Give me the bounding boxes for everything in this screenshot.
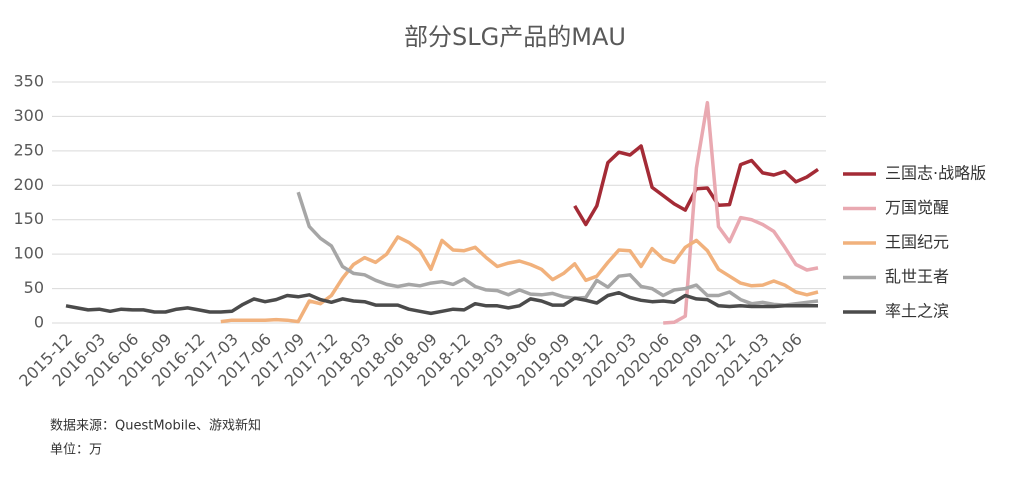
legend-label: 乱世王者 [885,267,949,286]
series-line [65,290,818,316]
y-tick-label: 50 [24,278,44,297]
legend-label: 万国觉醒 [885,198,949,217]
series-line [296,191,819,307]
legend-label: 三国志·战略版 [885,164,986,183]
series-line [663,100,819,325]
y-tick-label: 300 [13,106,44,125]
legend-label: 王国纪元 [885,233,949,252]
legend-label: 率土之滨 [885,302,949,321]
y-tick-label: 150 [13,209,44,228]
y-tick-label: 350 [13,72,44,91]
y-tick-label: 200 [13,175,44,194]
source-note: 数据来源：QuestMobile、游戏新知 [50,418,261,434]
series-line [220,235,819,324]
y-tick-label: 0 [34,313,44,332]
unit-note: 单位：万 [50,443,102,458]
y-tick-label: 100 [13,244,44,263]
chart-title: 部分SLG产品的MAU [404,23,626,51]
y-tick-label: 250 [13,140,44,159]
